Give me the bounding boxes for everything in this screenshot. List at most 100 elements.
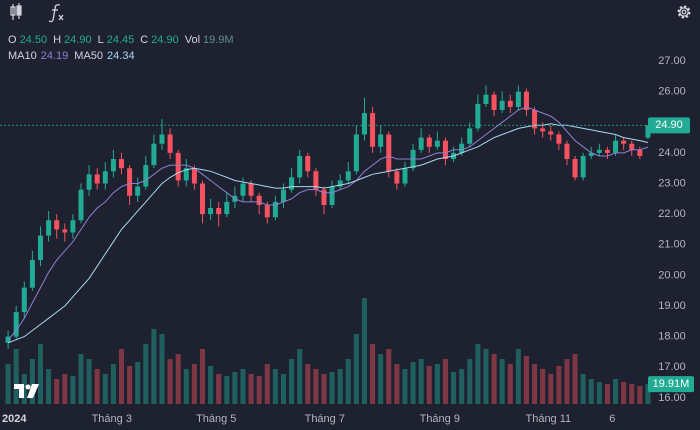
candle-body — [297, 155, 303, 178]
candle-body — [21, 287, 27, 313]
volume-bar — [621, 382, 627, 404]
legend-key: MA50 — [74, 50, 103, 62]
volume-bar — [451, 372, 457, 404]
y-tick-label: 20.00 — [658, 269, 686, 281]
candle-body — [183, 168, 189, 181]
x-tick-label: 2024 — [2, 413, 27, 425]
candle-body — [621, 140, 627, 144]
volume-bar — [78, 354, 84, 404]
candle-body — [491, 94, 497, 111]
settings-button[interactable] — [677, 5, 691, 19]
candle-body — [216, 208, 222, 215]
candle-body — [240, 183, 246, 196]
tradingview-logo — [14, 384, 39, 398]
legend-key: L — [98, 34, 104, 46]
candle-body — [434, 140, 440, 147]
candle-body — [305, 155, 311, 172]
volume-bar — [5, 364, 11, 404]
x-tick-label: Tháng 5 — [196, 413, 236, 425]
candle-body — [345, 171, 351, 181]
volume-bar — [46, 369, 52, 404]
volume-bar — [143, 344, 149, 404]
volume-bar — [54, 379, 60, 404]
candle-body — [523, 91, 529, 111]
volume-bar — [337, 369, 343, 404]
candle-body — [272, 201, 278, 218]
candle-body — [426, 137, 432, 147]
y-tick-label: 17.00 — [658, 361, 686, 373]
volume-bar — [596, 382, 602, 404]
volume-bar — [361, 298, 367, 404]
volume-bar — [491, 354, 497, 404]
volume-bar — [645, 384, 651, 404]
candle-body — [110, 159, 116, 172]
volume-bar — [37, 344, 43, 404]
volume-bar — [264, 364, 270, 404]
candle-body — [588, 152, 594, 156]
candle-body — [483, 94, 489, 104]
volume-bar — [191, 364, 197, 404]
legend-value: 24.90 — [64, 34, 92, 46]
y-tick-label: 19.00 — [658, 300, 686, 312]
volume-bar — [523, 356, 529, 404]
volume-bar — [70, 376, 76, 404]
volume-bar — [321, 374, 327, 404]
last-volume-box — [648, 376, 694, 393]
volume-bar — [580, 374, 586, 404]
volume-bar — [183, 369, 189, 404]
volume-bar — [256, 376, 262, 404]
legend-value: 24.90 — [151, 34, 179, 46]
volume-bar — [175, 354, 181, 404]
volume-bar — [216, 374, 222, 404]
candle-body — [102, 171, 108, 184]
volume-bar — [637, 386, 643, 404]
y-tick-label: 18.00 — [658, 331, 686, 343]
candle-body — [629, 143, 635, 150]
volume-bar — [548, 374, 554, 404]
candle-body — [394, 171, 400, 184]
candle-type-button[interactable] — [10, 3, 22, 20]
candle-body — [143, 165, 149, 187]
candle-body — [37, 235, 43, 261]
candle-body — [467, 128, 473, 144]
candle-body — [337, 180, 343, 187]
y-tick-label: 16.00 — [658, 392, 686, 404]
candle-body — [532, 110, 538, 129]
candle-body — [151, 143, 157, 166]
volume-bar — [556, 366, 562, 404]
candle-body — [29, 260, 35, 288]
candle-body — [135, 186, 141, 196]
volume-bar — [199, 349, 205, 404]
legend-value: 19.9M — [203, 34, 234, 46]
candle-body — [86, 174, 92, 190]
volume-bar — [459, 369, 465, 404]
candle-body — [540, 128, 546, 132]
volume-bar — [86, 359, 92, 404]
candle-body — [442, 140, 448, 160]
candle-body — [572, 159, 578, 178]
volume-bar — [313, 369, 319, 404]
y-tick-label: 24.00 — [658, 147, 686, 159]
volume-bar — [532, 364, 538, 404]
candle-body — [637, 149, 643, 156]
candle-body — [361, 113, 367, 135]
candle-body — [378, 134, 384, 147]
indicators-button[interactable] — [48, 4, 64, 23]
candle-body — [604, 149, 610, 153]
y-tick-label: 22.00 — [658, 208, 686, 220]
last-volume-label: 19.91M — [653, 378, 690, 390]
candle-body — [289, 177, 295, 190]
candle-body — [418, 137, 424, 150]
volume-bar — [224, 376, 230, 404]
volume-bar — [442, 359, 448, 404]
candle-body — [280, 189, 286, 202]
candle-body — [548, 131, 554, 135]
candle-body — [208, 208, 214, 215]
x-tick-label: 6 — [609, 413, 615, 425]
legend-key: O — [8, 34, 17, 46]
volume-bar — [29, 359, 35, 404]
legend-key: MA10 — [8, 50, 37, 62]
volume-bar — [102, 374, 108, 404]
candle-body — [167, 134, 173, 153]
